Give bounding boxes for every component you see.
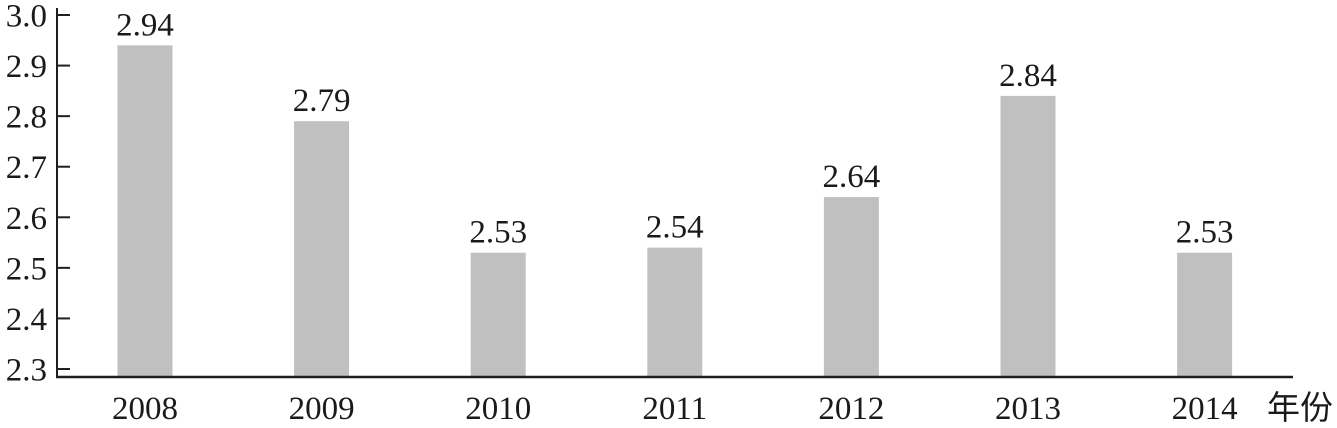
y-tick-label: 2.4 [6,302,47,338]
bar-value-label: 2.84 [999,58,1057,94]
bar-value-label: 2.53 [1176,215,1234,251]
y-axis-ticks-group: 2.3 2.4 2.5 2.6 2.7 2.8 2.9 3.0 [6,0,70,389]
y-tick-label: 2.7 [6,150,47,186]
y-tick-label: 2.8 [6,100,47,136]
x-tick-label: 2013 [995,391,1061,427]
bar-2010 [470,252,526,377]
bar-2009 [294,121,350,377]
bar-2012 [823,197,879,377]
x-axis-title: 年份 [1267,390,1333,427]
y-tick-label: 2.6 [6,201,47,237]
bar-value-label: 2.64 [823,159,881,195]
y-tick-label: 2.9 [6,49,47,85]
y-tick-label: 2.5 [6,251,47,287]
y-tick-label: 3.0 [6,0,47,35]
x-axis-labels-group: 2008 2009 2010 2011 2012 2013 2014 [112,391,1238,427]
bars-group: 2.94 2.79 2.53 2.54 2.64 2.84 2.53 [116,7,1234,378]
bar-2014 [1177,252,1233,377]
x-tick-label: 2012 [818,391,884,427]
bar-value-label: 2.94 [116,7,174,43]
bar-value-label: 2.53 [469,215,527,251]
bar-2013 [1000,95,1056,377]
x-tick-label: 2014 [1172,391,1238,427]
x-tick-label: 2009 [289,391,355,427]
bar-2011 [647,247,703,377]
x-tick-label: 2010 [465,391,531,427]
bar-value-label: 2.79 [293,83,351,119]
x-tick-label: 2011 [642,391,707,427]
bar-2008 [117,45,173,378]
bar-value-label: 2.54 [646,210,704,246]
y-tick-label: 2.3 [6,353,47,389]
x-tick-label: 2008 [112,391,178,427]
